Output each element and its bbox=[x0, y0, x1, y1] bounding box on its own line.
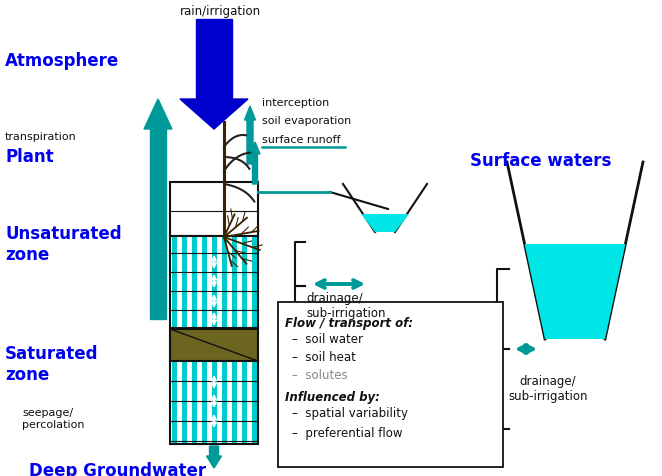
Bar bbox=[170, 361, 258, 444]
Bar bbox=[242, 238, 247, 328]
Bar bbox=[212, 362, 217, 443]
Bar bbox=[222, 238, 227, 328]
Bar bbox=[150, 125, 166, 319]
Bar bbox=[182, 238, 187, 328]
Text: rain/irrigation: rain/irrigation bbox=[180, 5, 261, 18]
Text: –  solutes: – solutes bbox=[292, 368, 348, 381]
Bar bbox=[192, 238, 197, 328]
Bar bbox=[278, 302, 503, 467]
Bar bbox=[182, 362, 187, 443]
Text: –  soil heat: – soil heat bbox=[292, 350, 356, 363]
Bar bbox=[202, 238, 207, 328]
Text: surface runoff: surface runoff bbox=[262, 135, 340, 145]
Bar bbox=[252, 238, 257, 328]
Bar bbox=[222, 362, 227, 443]
Bar bbox=[212, 238, 217, 328]
Bar bbox=[170, 329, 258, 361]
Text: Surface waters: Surface waters bbox=[470, 152, 612, 169]
Text: Plant: Plant bbox=[5, 148, 54, 166]
Bar bbox=[196, 20, 232, 100]
Bar bbox=[172, 238, 177, 328]
Bar bbox=[192, 362, 197, 443]
Polygon shape bbox=[180, 100, 248, 130]
Text: Saturated
zone: Saturated zone bbox=[5, 344, 99, 383]
Text: drainage/
sub-irrigation: drainage/ sub-irrigation bbox=[508, 374, 588, 402]
Text: –  preferential flow: – preferential flow bbox=[292, 426, 402, 439]
Bar bbox=[242, 362, 247, 443]
Text: Deep Groundwater: Deep Groundwater bbox=[29, 461, 207, 476]
Bar bbox=[232, 362, 237, 443]
Text: Atmosphere: Atmosphere bbox=[5, 52, 119, 70]
Text: Influenced by:: Influenced by: bbox=[285, 390, 380, 403]
FancyArrow shape bbox=[207, 446, 222, 468]
Bar bbox=[172, 362, 177, 443]
Bar bbox=[252, 362, 257, 443]
Text: –  soil water: – soil water bbox=[292, 332, 363, 345]
Text: interception: interception bbox=[262, 98, 329, 108]
Polygon shape bbox=[524, 245, 626, 339]
Bar bbox=[202, 362, 207, 443]
Polygon shape bbox=[361, 215, 409, 232]
Text: Unsaturated
zone: Unsaturated zone bbox=[5, 225, 122, 263]
Text: soil evaporation: soil evaporation bbox=[262, 116, 352, 126]
Bar bbox=[170, 183, 258, 237]
Text: –  spatial variability: – spatial variability bbox=[292, 406, 408, 419]
Text: seepage/
percolation: seepage/ percolation bbox=[22, 407, 85, 429]
FancyArrow shape bbox=[250, 143, 260, 185]
Text: transpiration: transpiration bbox=[5, 132, 77, 142]
Polygon shape bbox=[144, 100, 172, 130]
Text: Flow / transport of:: Flow / transport of: bbox=[285, 317, 413, 329]
FancyArrow shape bbox=[244, 107, 256, 165]
Bar bbox=[232, 238, 237, 328]
Text: drainage/
sub-irrigation: drainage/ sub-irrigation bbox=[306, 291, 385, 319]
Bar bbox=[170, 237, 258, 329]
